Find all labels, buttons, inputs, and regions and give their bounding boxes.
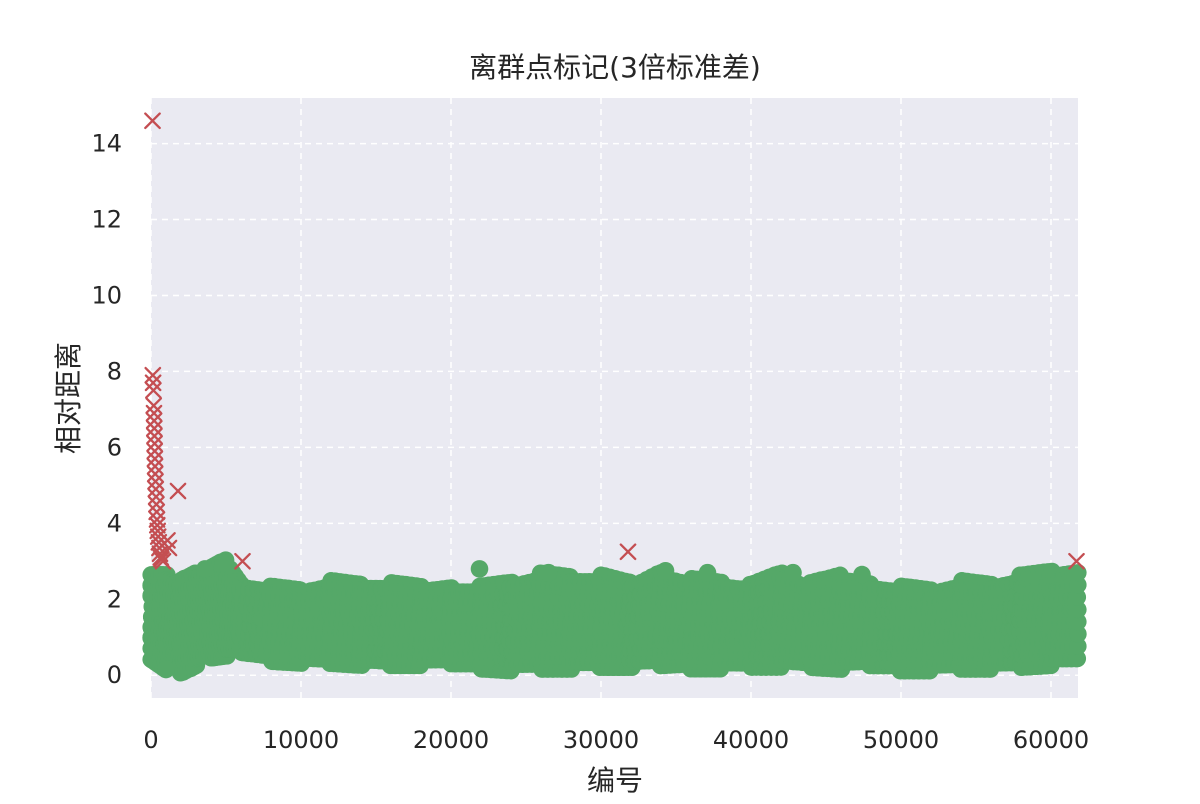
scatter-chart: 0100002000030000400005000060000024681012… xyxy=(0,0,1200,800)
chart-root: 0100002000030000400005000060000024681012… xyxy=(0,0,1200,800)
